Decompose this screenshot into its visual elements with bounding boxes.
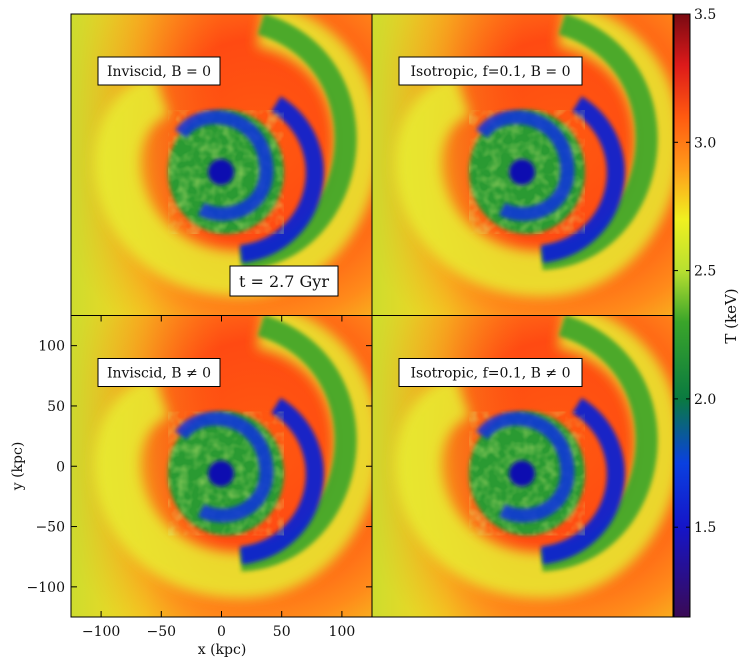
core-cold-swirl: [175, 411, 274, 523]
x-tick-label: −100: [82, 624, 120, 640]
green-arm: [541, 14, 658, 270]
panel-label-box: [398, 56, 583, 86]
colorbar-label: T (keV): [722, 288, 740, 343]
colorbar-tick-label: 2.5: [694, 264, 716, 280]
colorbar-ticks: 1.5 2.0 2.5 3.0 3.5: [674, 7, 716, 536]
core-cold-swirl: [476, 411, 575, 523]
time-label-box: [229, 265, 339, 297]
cold-front: [540, 96, 625, 263]
panel-label: Isotropic, f=0.1, B ≠ 0: [398, 358, 583, 387]
colorbar-scale: [673, 13, 691, 618]
colorbar-tick-label: 2.0: [694, 392, 716, 408]
y-axis: −100 −50 0 50 100: [27, 339, 372, 596]
y-tick-label: −50: [35, 520, 65, 536]
colorbar-tick-label: 3.0: [694, 135, 716, 151]
x-tick-label: 50: [273, 624, 291, 640]
x-tick-label: 100: [329, 624, 356, 640]
panel-label: Isotropic, f=0.1, B = 0: [398, 56, 583, 86]
y-tick-label: −100: [27, 580, 65, 596]
panel-label: Inviscid, B = 0: [97, 56, 221, 86]
cold-front: [239, 397, 324, 565]
cold-front: [540, 397, 625, 565]
green-arm: [240, 14, 357, 270]
panel-label-text: Inviscid, B ≠ 0: [107, 366, 211, 382]
cluster-center: [208, 159, 234, 185]
y-tick-label: 100: [38, 339, 65, 355]
panel-label-box: [97, 56, 221, 86]
x-axis: −100 −50 0 50 100: [82, 315, 356, 640]
panel-label: Inviscid, B ≠ 0: [97, 358, 221, 387]
cluster-center: [208, 460, 234, 487]
colorbar-tick-label: 1.5: [694, 520, 716, 536]
panel-label-text: Inviscid, B = 0: [107, 64, 211, 80]
colorbar-tick-label: 3.5: [694, 7, 716, 23]
x-tick-label: −50: [147, 624, 177, 640]
panel-labels: Inviscid, B = 0 Isotropic, f=0.1, B = 0 In…: [97, 56, 583, 387]
x-tick-label: 0: [217, 624, 226, 640]
x-axis-label: x (kpc): [198, 642, 247, 658]
panel-label-box: [97, 358, 221, 387]
time-label: t = 2.7 Gyr: [239, 272, 329, 291]
colorbar: 1.5 2.0 2.5 3.0 3.5 T (keV): [673, 7, 740, 618]
panel-label-text: Isotropic, f=0.1, B ≠ 0: [411, 366, 571, 382]
y-tick-label: 50: [47, 399, 65, 415]
panel-label-box: [398, 358, 583, 387]
core-cold-swirl: [175, 110, 274, 221]
time-annotation: t = 2.7 Gyr: [229, 265, 339, 297]
core-cold-swirl: [476, 110, 575, 221]
panel-label-text: Isotropic, f=0.1, B = 0: [411, 64, 571, 80]
cluster-center: [509, 460, 535, 487]
green-arm: [240, 315, 357, 572]
green-arm: [541, 315, 658, 572]
y-axis-label: y (kpc): [10, 442, 26, 492]
panel-3: [71, 315, 372, 617]
cluster-center: [509, 159, 535, 185]
y-tick-label: 0: [56, 459, 65, 475]
cold-front: [239, 96, 324, 263]
